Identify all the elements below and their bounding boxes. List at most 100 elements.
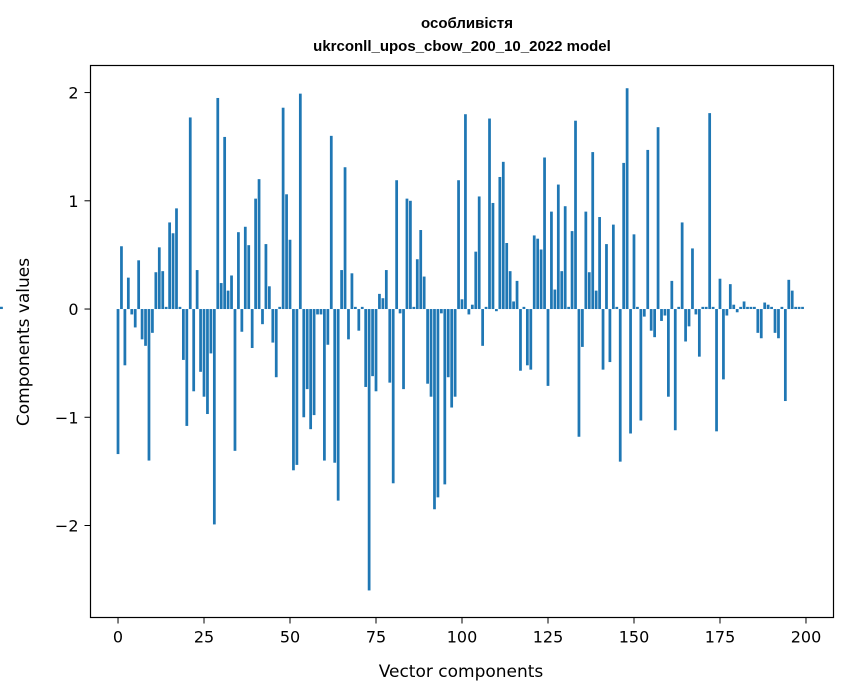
bar-25 [202, 309, 206, 397]
bar-157 [656, 127, 660, 310]
bar-99 [457, 180, 460, 310]
bar-188 [763, 302, 767, 310]
bar-57 [312, 309, 316, 416]
bar-28 [212, 309, 216, 525]
bar-17 [175, 208, 178, 310]
bar-18 [178, 306, 182, 310]
bar-79 [388, 309, 392, 383]
x-tick-label: 25 [194, 628, 214, 647]
bar-150 [632, 234, 636, 310]
bar-120 [529, 309, 533, 370]
bar-160 [667, 309, 670, 397]
bar-58 [316, 309, 319, 315]
bar-21 [188, 117, 192, 310]
bar-185 [753, 306, 756, 310]
bar-184 [749, 306, 753, 310]
bar-151 [636, 306, 639, 310]
x-tick-label: 175 [705, 628, 736, 647]
bar-170 [701, 306, 705, 310]
bar-171 [704, 306, 708, 310]
bar-64 [336, 309, 340, 501]
bar-148 [625, 88, 629, 310]
bar-139 [594, 290, 598, 310]
bar-111 [498, 176, 502, 310]
bar-114 [508, 271, 512, 310]
bar-2 [123, 309, 127, 366]
bar-84 [405, 198, 409, 310]
bar-73 [367, 309, 371, 591]
bar-68 [350, 273, 354, 310]
bar-80 [391, 309, 395, 484]
bar-65 [340, 270, 343, 310]
bar-117 [519, 309, 522, 371]
bar-46 [274, 309, 278, 378]
x-axis-ticks: 0 25 50 75 100 125 150 175 200 [113, 617, 821, 647]
bar-122 [536, 238, 540, 310]
bar-62 [329, 135, 333, 310]
bar-60 [323, 309, 326, 461]
bar-81 [395, 180, 399, 310]
bar-187 [759, 309, 763, 339]
bar-19 [182, 309, 185, 360]
bar-26 [206, 309, 209, 415]
bar-undefined [0, 306, 3, 310]
bar-9 [147, 309, 151, 461]
bar-36 [240, 309, 244, 332]
bar-92 [433, 309, 436, 510]
bar-131 [567, 306, 571, 310]
bar-11 [154, 272, 158, 310]
bar-6 [137, 260, 141, 310]
bar-152 [639, 309, 643, 421]
bar-39 [250, 309, 254, 348]
bar-56 [309, 309, 313, 430]
chart-subtitle: ukrconll_upos_cbow_200_10_2022 model [313, 38, 611, 55]
bar-169 [697, 309, 701, 357]
bar-198 [797, 306, 801, 310]
bar-74 [371, 309, 374, 377]
bar-130 [563, 206, 567, 310]
bar-48 [281, 107, 285, 310]
bar-103 [470, 304, 474, 310]
x-tick-label: 150 [619, 628, 650, 647]
bar-87 [415, 259, 419, 310]
bar-77 [381, 298, 385, 310]
bar-112 [501, 161, 505, 310]
bar-165 [684, 309, 687, 342]
bar-175 [718, 278, 722, 310]
bar-88 [419, 230, 423, 310]
bar-194 [783, 309, 787, 402]
bar-34 [233, 309, 237, 451]
bar-135 [581, 309, 584, 347]
bar-104 [474, 251, 478, 310]
bar-75 [374, 309, 378, 392]
bar-86 [412, 306, 416, 310]
bar-109 [491, 202, 495, 310]
bar-43 [264, 244, 268, 310]
x-tick-label: 0 [113, 628, 123, 647]
bar-63 [333, 309, 337, 463]
bar-159 [663, 309, 667, 316]
bar-132 [570, 231, 574, 310]
bar-127 [553, 289, 557, 310]
bar-22 [192, 309, 196, 392]
bar-83 [402, 309, 405, 390]
bar-164 [680, 222, 684, 310]
bar-37 [243, 226, 247, 310]
bar-196 [790, 290, 794, 310]
bar-199 [801, 306, 804, 310]
bar-45 [271, 309, 275, 343]
bar-40 [254, 198, 257, 310]
bar-70 [357, 309, 361, 331]
bar-10 [151, 309, 154, 333]
bar-181 [739, 306, 742, 310]
bar-42 [261, 309, 264, 325]
bar-52 [295, 309, 299, 465]
bar-47 [278, 306, 282, 310]
y-tick-label: 0 [68, 300, 78, 319]
bar-116 [515, 280, 519, 310]
bar-137 [587, 272, 591, 310]
bar-166 [687, 309, 691, 327]
bar-23 [195, 270, 199, 310]
bar-136 [584, 211, 588, 310]
